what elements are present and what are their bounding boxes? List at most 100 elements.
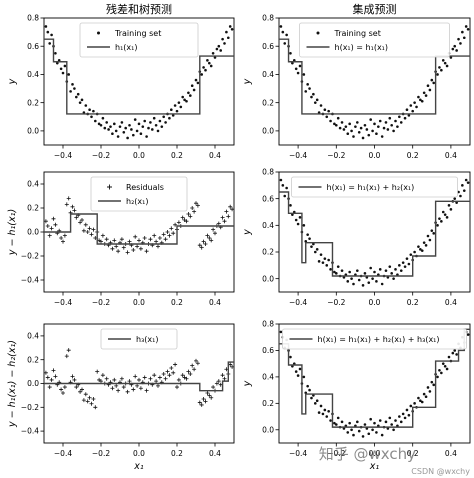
residual-marker [114, 244, 119, 249]
x-tick-label: −0.2 [327, 151, 345, 160]
training-point [329, 419, 332, 422]
training-point [399, 121, 403, 124]
training-point [428, 238, 432, 242]
training-point [333, 270, 336, 274]
training-point [145, 135, 148, 138]
training-point [413, 250, 416, 254]
y-tick-label: −0.2 [21, 252, 39, 261]
legend-label: h(x₁) = h₁(x₁) [335, 43, 389, 52]
x-tick-label: 0.4 [209, 449, 221, 458]
training-point [94, 119, 97, 123]
training-point [396, 125, 399, 128]
residual-marker [104, 376, 109, 381]
training-point [464, 25, 468, 28]
training-point [211, 51, 215, 55]
legend: h(x₁) = h₁(x₁) + h₂(x₁) [291, 176, 458, 198]
training-point [283, 194, 287, 198]
training-point [417, 245, 420, 248]
column-title-1: 残差和树预测 [106, 2, 172, 16]
residual-marker [125, 389, 130, 394]
training-point [302, 73, 306, 76]
training-point [168, 116, 171, 120]
training-point [392, 129, 395, 133]
training-point [357, 278, 361, 282]
residual-marker [194, 358, 198, 363]
training-point [114, 129, 118, 133]
residual-marker [74, 385, 79, 390]
y-tick-label: 0.4 [262, 221, 274, 230]
training-point [158, 119, 162, 123]
y-tick-label: 0.2 [262, 248, 274, 257]
training-point [363, 123, 367, 127]
residual-marker [87, 395, 92, 400]
prediction-step-line [44, 213, 234, 245]
training-point [464, 178, 468, 182]
residual-marker [119, 237, 124, 242]
training-point [380, 282, 384, 286]
training-point [357, 131, 361, 134]
residual-marker [156, 383, 160, 388]
training-point [409, 404, 413, 408]
training-point [69, 90, 72, 93]
y-axis-label: y [242, 229, 253, 236]
training-point [361, 435, 365, 438]
residual-marker [186, 369, 191, 374]
training-point [419, 399, 422, 402]
residual-marker [154, 379, 159, 384]
training-point [99, 123, 103, 127]
training-point [378, 119, 382, 123]
training-point [279, 330, 283, 334]
x-tick-label: −0.2 [92, 449, 110, 458]
y-tick-label: −0.4 [21, 427, 39, 436]
training-point [329, 268, 332, 271]
training-point [319, 104, 323, 107]
training-point [317, 411, 321, 414]
subplot-p11: −0.4 −0.2 0.0 0.2 0.4 0.0 0.2 0.4 0.6 0.8 y Trainin… [7, 14, 235, 160]
y-tick-label: 0.0 [27, 379, 39, 388]
training-point [336, 265, 340, 268]
training-point [190, 84, 194, 88]
training-point [428, 390, 432, 393]
residual-marker [180, 215, 185, 220]
training-point [409, 253, 413, 256]
training-point [438, 368, 441, 372]
training-point [390, 123, 393, 127]
training-point [80, 98, 84, 102]
residual-marker [91, 396, 96, 401]
training-point [441, 210, 445, 214]
training-point [338, 126, 342, 130]
training-point [296, 71, 300, 75]
residual-marker [161, 232, 166, 237]
x-tick-label: 0.0 [133, 298, 145, 307]
training-point [352, 282, 355, 286]
training-point [455, 49, 458, 52]
training-point [335, 272, 338, 275]
training-point [449, 208, 453, 211]
residual-marker [184, 219, 189, 224]
residual-marker [45, 224, 50, 228]
residual-marker [70, 374, 75, 379]
training-point [424, 94, 428, 97]
training-point [369, 118, 372, 121]
training-point [63, 64, 67, 68]
training-point [394, 119, 397, 123]
residual-marker [211, 227, 216, 232]
training-point [378, 419, 382, 422]
training-point [124, 126, 127, 130]
residual-marker [163, 376, 168, 381]
training-point [461, 30, 464, 34]
training-point [294, 218, 298, 222]
x-tick-label: −0.4 [289, 151, 307, 160]
residual-marker [51, 368, 56, 373]
residual-marker [53, 222, 58, 227]
training-point [219, 49, 222, 52]
data-markers [279, 25, 470, 140]
training-point [97, 122, 101, 126]
training-point [152, 116, 156, 120]
watermark: 知乎 @wxchy [318, 445, 416, 463]
y-tick-label: 0.8 [262, 168, 274, 177]
residual-marker [203, 242, 208, 246]
y-tick-label: 0.2 [27, 204, 39, 213]
training-point [296, 222, 300, 226]
training-point [415, 105, 418, 109]
